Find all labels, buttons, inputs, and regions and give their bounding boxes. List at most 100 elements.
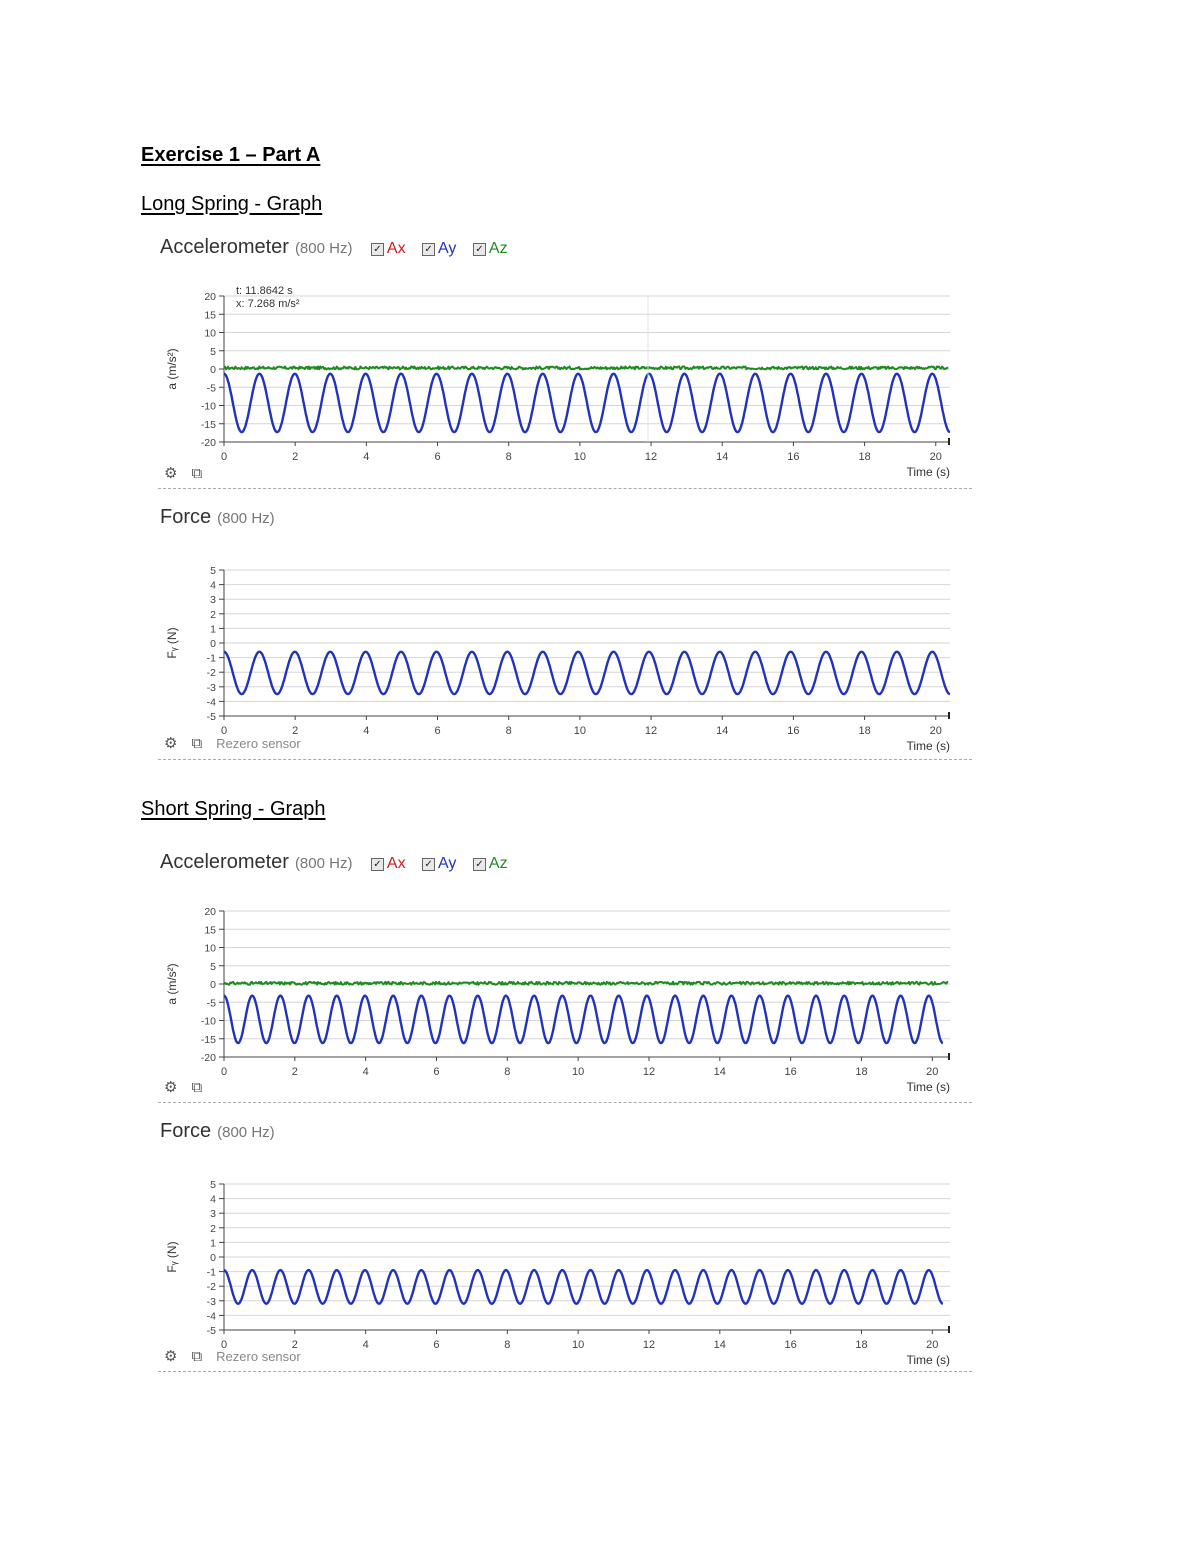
external-link-icon[interactable]: ⧉ bbox=[191, 1348, 203, 1365]
y-tick-label: 3 bbox=[210, 1208, 216, 1220]
external-link-icon[interactable]: ⧉ bbox=[191, 465, 203, 482]
x-tick-label: 6 bbox=[433, 1066, 439, 1078]
short-accelerometer-chart[interactable]: 20 15 10 5 0 -5 -10 -15 -20 0 2 4 6 8 10 12 14 16 18 20 Time… bbox=[158, 895, 972, 1095]
document-heading: Exercise 1 – Part A bbox=[141, 144, 321, 166]
y-tick-label: -4 bbox=[207, 1310, 216, 1322]
x-tick-label: 6 bbox=[433, 1339, 439, 1351]
x-tick-label: 14 bbox=[714, 1339, 726, 1351]
gear-icon[interactable]: ⚙ bbox=[164, 1079, 178, 1096]
y-tick-label: -4 bbox=[207, 696, 216, 708]
series-az-line bbox=[223, 980, 949, 986]
y-tick-label: -15 bbox=[201, 1034, 216, 1046]
x-tick-label: 12 bbox=[645, 725, 657, 737]
legend-ax-label: Ax bbox=[386, 855, 406, 872]
x-tick-label: 16 bbox=[787, 725, 799, 737]
y-tick-label: 4 bbox=[210, 580, 216, 592]
checkbox-checked-icon[interactable]: ✓ bbox=[370, 858, 384, 871]
y-tick-label: -1 bbox=[207, 1267, 216, 1279]
legend-ay-toggle[interactable]: ✓ Ay bbox=[422, 855, 456, 873]
legend-az-label: Az bbox=[488, 240, 508, 257]
long-accelerometer-chart[interactable]: 20 15 10 5 0 -5 -10 -15 -20 0 2 4 6 8 10 12 14 16 18 20 Time… bbox=[158, 280, 972, 480]
legend: ✓ Ax ✓ Ay ✓ Az bbox=[370, 855, 520, 873]
panel-long-accelerometer: Accelerometer (800 Hz) ✓ Ax ✓ Ay ✓ Az 20 15 10… bbox=[158, 236, 972, 491]
y-tick-label: 0 bbox=[210, 979, 216, 991]
x-tick-label: 0 bbox=[221, 725, 227, 737]
checkbox-checked-icon[interactable]: ✓ bbox=[472, 243, 486, 256]
panel-title: Force bbox=[160, 1120, 212, 1142]
checkbox-checked-icon[interactable]: ✓ bbox=[370, 243, 384, 256]
panel-short-force: Force (800 Hz) 5 4 3 2 1 0 -1 -2 -3 -4 -5 0 2 4 6 8 10 12 1… bbox=[158, 1120, 972, 1378]
sample-rate: (800 Hz) bbox=[294, 855, 353, 872]
y-tick-label: -5 bbox=[207, 997, 216, 1009]
panel-header: Force (800 Hz) bbox=[160, 1120, 275, 1150]
cursor-time-readout: t: 11.8642 s bbox=[236, 285, 293, 297]
y-tick-label: 4 bbox=[210, 1194, 216, 1206]
series-fy-line bbox=[223, 1268, 944, 1305]
panel-header: Accelerometer (800 Hz) ✓ Ax ✓ Ay ✓ Az bbox=[160, 851, 520, 881]
checkbox-checked-icon[interactable]: ✓ bbox=[422, 243, 436, 256]
x-tick-label: 16 bbox=[785, 1066, 797, 1078]
legend-ax-toggle[interactable]: ✓ Ax bbox=[370, 855, 406, 873]
legend-ay-toggle[interactable]: ✓ Ay bbox=[422, 240, 456, 258]
y-tick-label: 1 bbox=[210, 1237, 216, 1249]
divider bbox=[158, 1102, 972, 1103]
panel-toolbar: ⚙ ⧉ bbox=[164, 1078, 216, 1096]
x-tick-label: 18 bbox=[855, 1339, 867, 1351]
x-tick-label: 12 bbox=[643, 1339, 655, 1351]
x-tick-label: 4 bbox=[363, 1066, 369, 1078]
checkbox-checked-icon[interactable]: ✓ bbox=[422, 858, 436, 871]
y-tick-label: 5 bbox=[210, 1179, 216, 1191]
y-tick-label: 10 bbox=[204, 328, 216, 340]
legend-ay-label: Ay bbox=[438, 240, 457, 257]
y-tick-label: 1 bbox=[210, 623, 216, 635]
gear-icon[interactable]: ⚙ bbox=[164, 465, 178, 482]
section-title-long-spring: Long Spring - Graph bbox=[141, 193, 323, 215]
cursor-value-readout: x: 7.268 m/s² bbox=[236, 298, 300, 310]
section-title-short-spring: Short Spring - Graph bbox=[141, 798, 326, 820]
sample-rate: (800 Hz) bbox=[294, 240, 353, 257]
x-tick-label: 4 bbox=[363, 725, 369, 737]
panel-toolbar: ⚙ ⧉ bbox=[164, 464, 216, 482]
series-az-line bbox=[223, 365, 949, 371]
x-tick-label: 2 bbox=[292, 725, 298, 737]
rezero-sensor-button[interactable]: Rezero sensor bbox=[216, 1349, 301, 1364]
x-tick-label: 2 bbox=[292, 1066, 298, 1078]
x-tick-label: 10 bbox=[572, 1339, 584, 1351]
y-tick-label: -15 bbox=[201, 419, 216, 431]
sample-rate: (800 Hz) bbox=[217, 1124, 275, 1141]
gear-icon[interactable]: ⚙ bbox=[164, 735, 178, 752]
x-tick-label: 14 bbox=[716, 451, 728, 463]
checkbox-checked-icon[interactable]: ✓ bbox=[472, 858, 486, 871]
x-tick-label: 20 bbox=[926, 1339, 938, 1351]
x-tick-label: 10 bbox=[574, 451, 586, 463]
x-tick-label: 8 bbox=[506, 451, 512, 463]
panel-toolbar: ⚙ ⧉ Rezero sensor bbox=[164, 734, 315, 752]
y-tick-label: -3 bbox=[207, 1296, 216, 1308]
y-tick-label: -5 bbox=[207, 1325, 216, 1337]
legend-az-toggle[interactable]: ✓ Az bbox=[472, 855, 508, 873]
y-axis-label: Fᵧ (N) bbox=[165, 1241, 179, 1272]
x-tick-label: 0 bbox=[221, 1066, 227, 1078]
legend-ay-label: Ay bbox=[438, 855, 457, 872]
x-tick-label: 20 bbox=[930, 725, 942, 737]
y-tick-label: 0 bbox=[210, 1252, 216, 1264]
legend-az-toggle[interactable]: ✓ Az bbox=[472, 240, 508, 258]
y-tick-label: 3 bbox=[210, 594, 216, 606]
x-tick-label: 8 bbox=[504, 1339, 510, 1351]
x-tick-label: 18 bbox=[858, 451, 870, 463]
external-link-icon[interactable]: ⧉ bbox=[191, 1079, 203, 1096]
external-link-icon[interactable]: ⧉ bbox=[191, 735, 203, 752]
divider bbox=[158, 488, 972, 489]
legend-ax-toggle[interactable]: ✓ Ax bbox=[370, 240, 406, 258]
panel-short-accelerometer: Accelerometer (800 Hz) ✓ Ax ✓ Ay ✓ Az 20 15 10… bbox=[158, 851, 972, 1106]
rezero-sensor-button[interactable]: Rezero sensor bbox=[216, 736, 301, 751]
gear-icon[interactable]: ⚙ bbox=[164, 1348, 178, 1365]
panel-header: Accelerometer (800 Hz) ✓ Ax ✓ Ay ✓ Az bbox=[160, 236, 520, 266]
x-tick-label: 4 bbox=[363, 1339, 369, 1351]
panel-long-force: Force (800 Hz) 5 4 3 2 1 0 -1 -2 -3 -4 -5 0 2 4 6 8 10 12 1… bbox=[158, 506, 972, 764]
y-tick-label: 2 bbox=[210, 1223, 216, 1235]
legend-ax-label: Ax bbox=[386, 240, 406, 257]
y-tick-label: 20 bbox=[204, 906, 216, 918]
